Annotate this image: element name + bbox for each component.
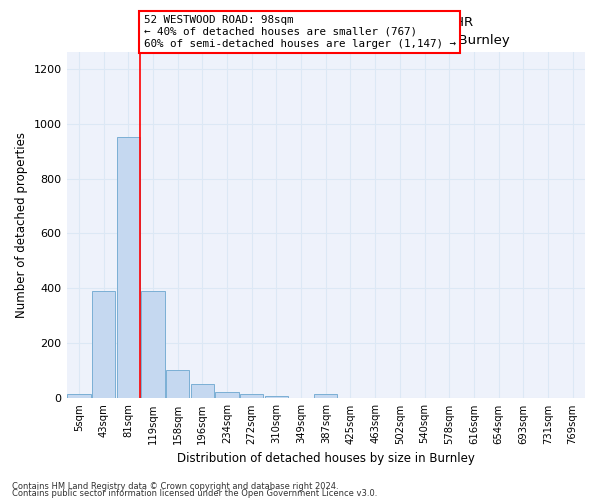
Title: 52, WESTWOOD ROAD, BURNLEY, BB12 0HR
Size of property relative to detached house: 52, WESTWOOD ROAD, BURNLEY, BB12 0HR Siz… xyxy=(142,16,510,46)
Bar xyxy=(314,394,337,398)
Text: Contains public sector information licensed under the Open Government Licence v3: Contains public sector information licen… xyxy=(12,490,377,498)
X-axis label: Distribution of detached houses by size in Burnley: Distribution of detached houses by size … xyxy=(177,452,475,465)
Bar xyxy=(116,138,140,398)
Text: Contains HM Land Registry data © Crown copyright and database right 2024.: Contains HM Land Registry data © Crown c… xyxy=(12,482,338,491)
Bar xyxy=(265,396,288,398)
Bar xyxy=(92,291,115,399)
Bar xyxy=(191,384,214,398)
Bar xyxy=(215,392,239,398)
Bar xyxy=(141,291,164,399)
Bar xyxy=(67,394,91,398)
Text: 52 WESTWOOD ROAD: 98sqm
← 40% of detached houses are smaller (767)
60% of semi-d: 52 WESTWOOD ROAD: 98sqm ← 40% of detache… xyxy=(143,16,455,48)
Bar xyxy=(240,394,263,398)
Y-axis label: Number of detached properties: Number of detached properties xyxy=(15,132,28,318)
Bar xyxy=(166,370,190,398)
